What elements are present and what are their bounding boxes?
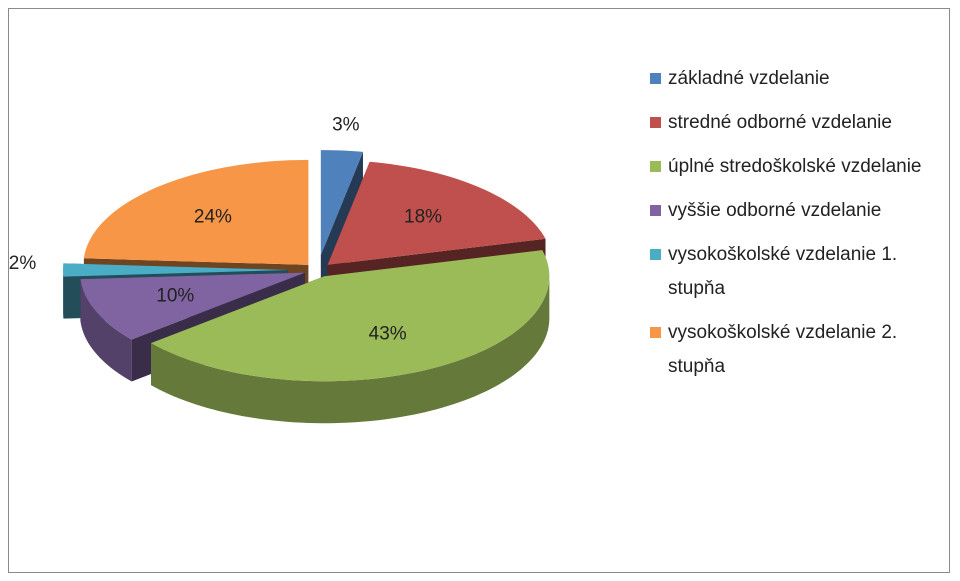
legend-label: vysokoškolské vzdelanie 1. stupňa xyxy=(668,244,898,299)
pie-slice xyxy=(150,250,550,424)
data-label: 43% xyxy=(369,323,407,344)
data-label: 10% xyxy=(156,286,194,307)
legend-item: vysokoškolské vzdelanie 1. stupňa xyxy=(650,238,950,306)
legend: základné vzdelanie stredné odborné vzdela… xyxy=(650,62,950,394)
slice-top xyxy=(80,272,305,340)
legend-swatch xyxy=(650,205,661,216)
legend-swatch xyxy=(650,327,661,338)
legend-label: stredné odborné vzdelanie xyxy=(668,112,892,133)
chart-frame xyxy=(8,8,950,573)
legend-swatch xyxy=(650,73,661,84)
data-label: 3% xyxy=(332,115,360,136)
legend-item: úplné stredoškolské vzdelanie xyxy=(650,150,950,184)
legend-label: vyššie odborné vzdelanie xyxy=(668,200,882,221)
slice-top xyxy=(63,263,289,277)
legend-label: základné vzdelanie xyxy=(668,68,830,89)
legend-item: vysokoškolské vzdelanie 2. stupňa xyxy=(650,316,950,384)
legend-label: úplné stredoškolské vzdelanie xyxy=(668,156,922,177)
data-label: 2% xyxy=(9,253,37,274)
slice-top xyxy=(320,150,363,256)
legend-item: stredné odborné vzdelanie xyxy=(650,106,950,140)
slice-top xyxy=(150,250,550,382)
legend-label: vysokoškolské vzdelanie 2. stupňa xyxy=(668,322,898,377)
legend-swatch xyxy=(650,161,661,172)
data-label: 18% xyxy=(404,206,442,227)
legend-item: základné vzdelanie xyxy=(650,62,950,96)
legend-swatch xyxy=(650,249,661,260)
legend-item: vyššie odborné vzdelanie xyxy=(650,194,950,228)
data-label: 24% xyxy=(194,206,232,227)
slice-top xyxy=(83,159,309,265)
slice-wall xyxy=(150,276,550,424)
legend-swatch xyxy=(650,117,661,128)
slice-top xyxy=(327,161,546,265)
slice-wall xyxy=(80,279,132,382)
